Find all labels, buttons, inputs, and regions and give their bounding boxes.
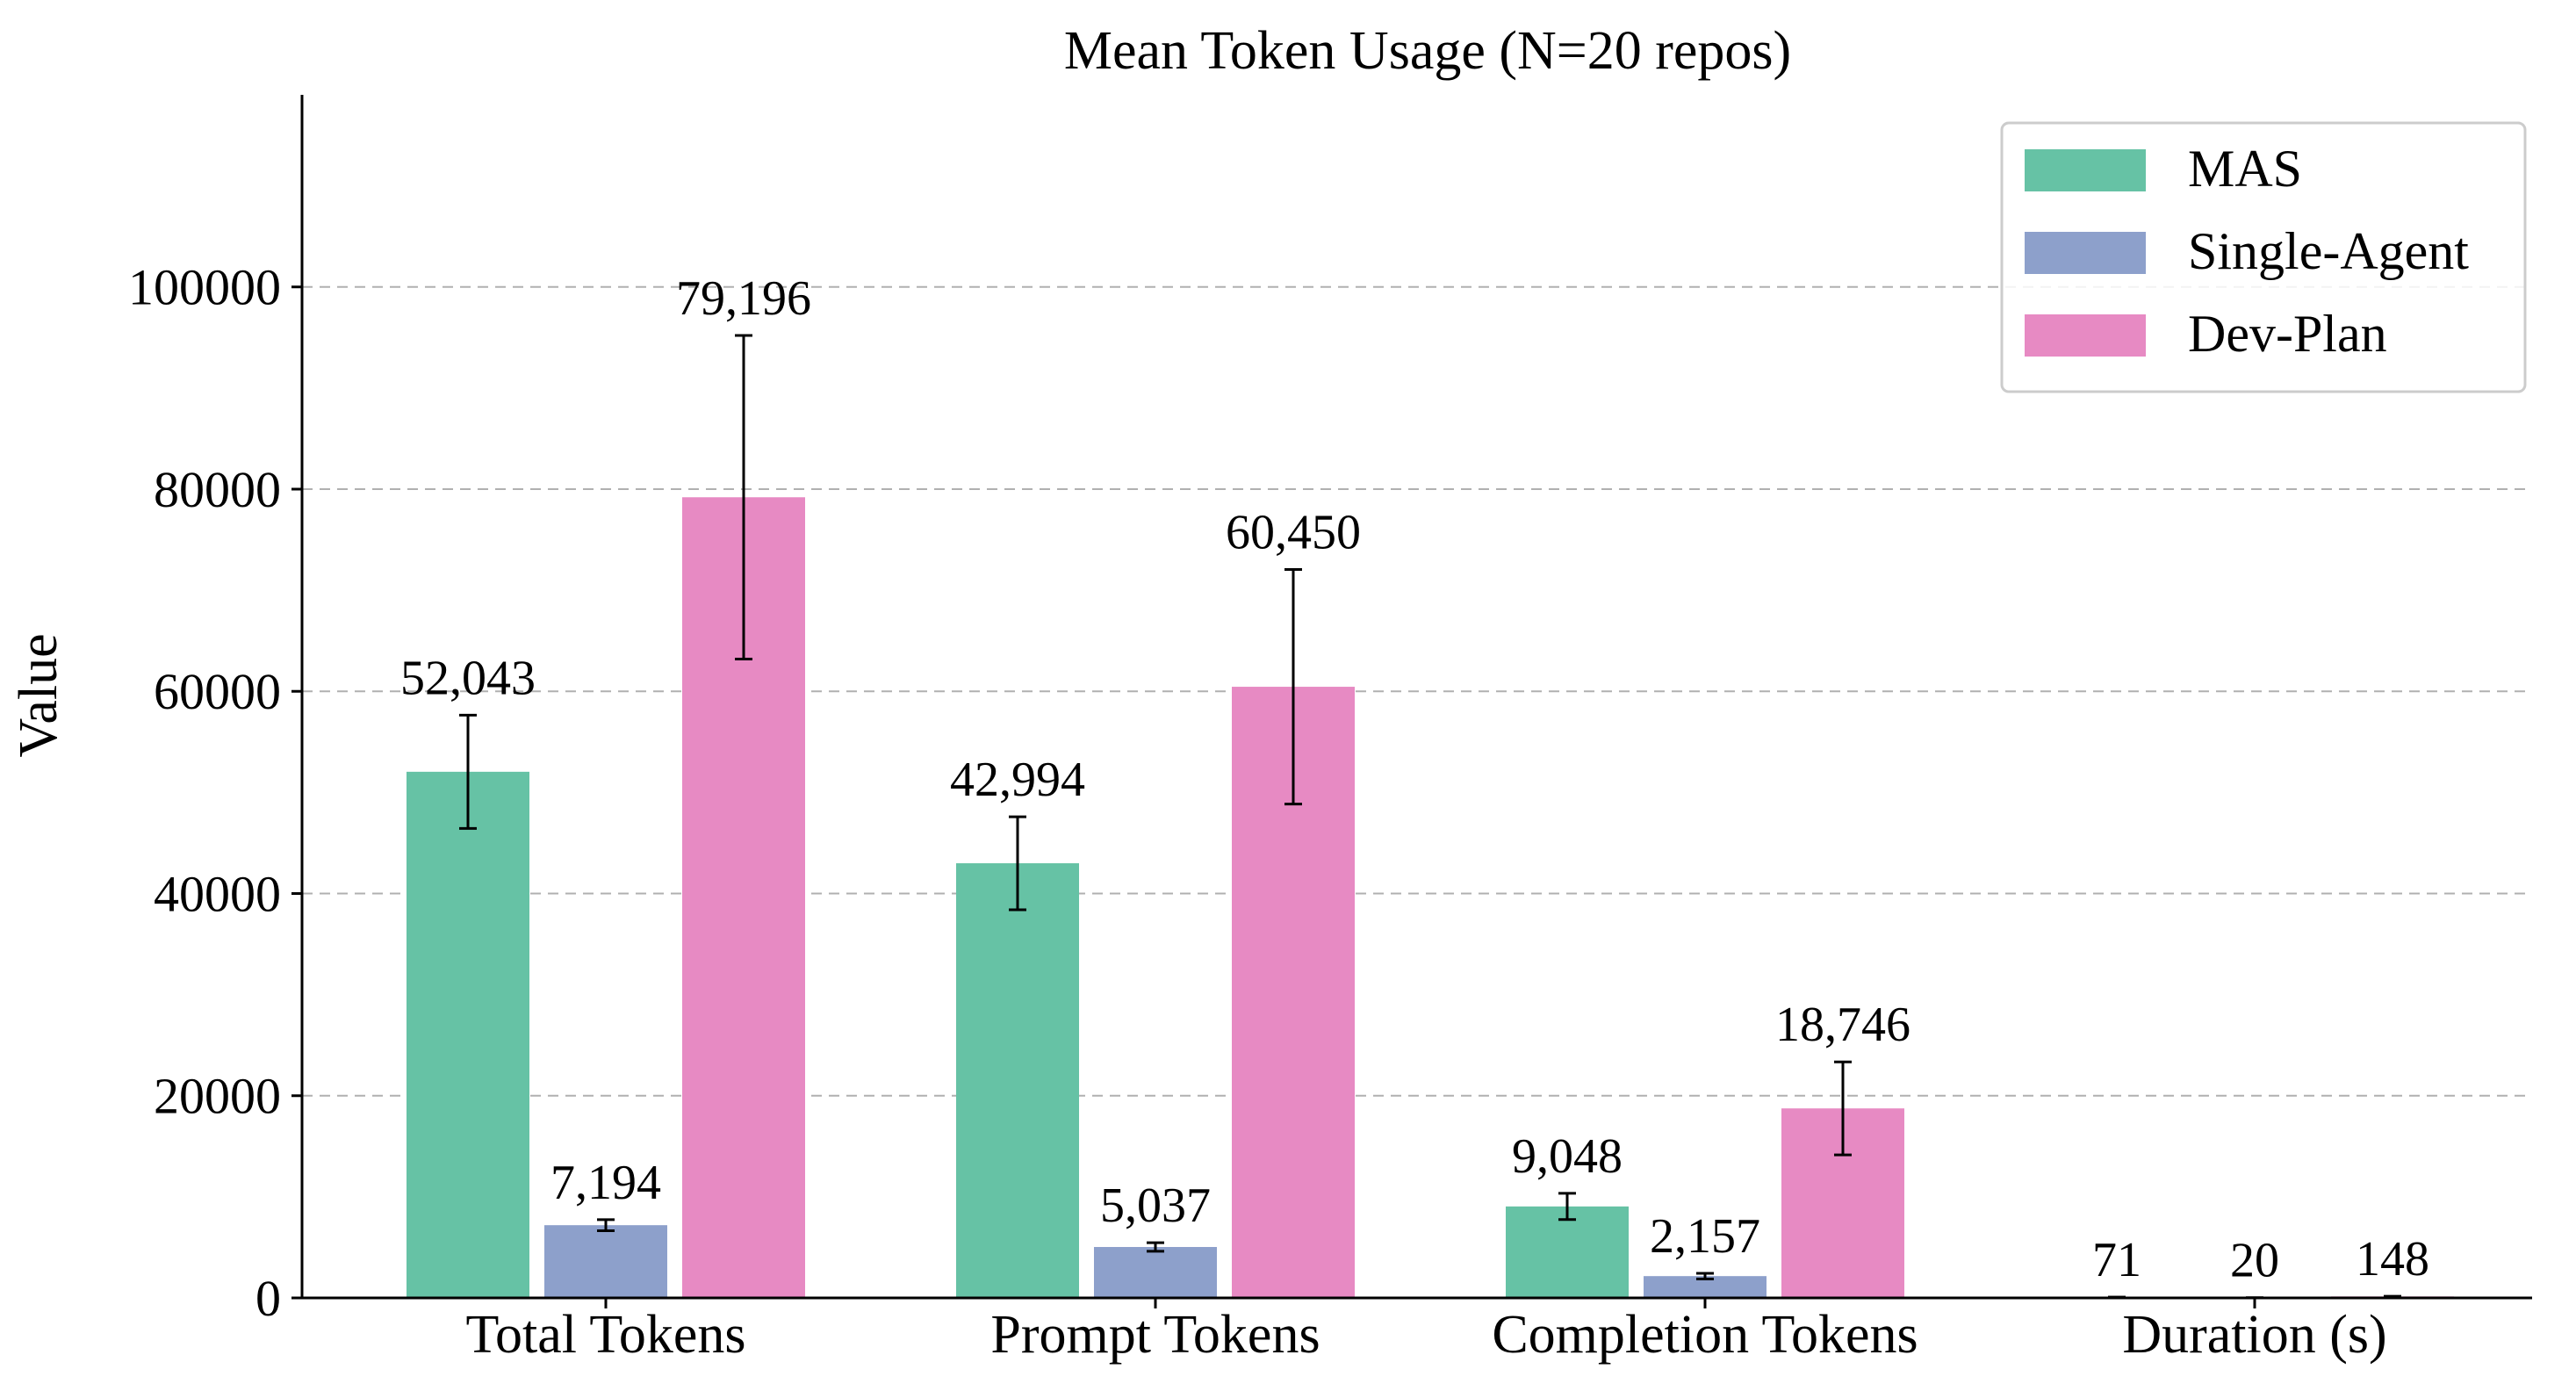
axes xyxy=(291,95,2532,1308)
y-tick-label: 60000 xyxy=(154,663,281,720)
data-label: 71 xyxy=(2092,1233,2141,1287)
y-tick-label: 20000 xyxy=(154,1068,281,1125)
legend-label: Dev-Plan xyxy=(2188,305,2387,363)
data-label: 60,450 xyxy=(1226,506,1361,560)
tick-labels: 0 20000 40000 60000 80000 100000 Total Tokens P… xyxy=(128,259,2387,1365)
chart-title: Mean Token Usage (N=20 repos) xyxy=(1064,21,1791,81)
legend-label: Single-Agent xyxy=(2188,222,2469,280)
y-tick-label: 100000 xyxy=(128,259,281,316)
data-labels: 52,043 7,194 79,196 42,994 5,037 60,450 9,048 2… xyxy=(400,271,2429,1288)
data-label: 79,196 xyxy=(676,271,811,326)
bar-single-agent xyxy=(1094,1247,1217,1298)
data-label: 52,043 xyxy=(400,651,536,705)
legend-swatch xyxy=(2025,232,2146,274)
data-label: 148 xyxy=(2356,1232,2429,1286)
legend-swatch xyxy=(2025,314,2146,357)
x-tick-label: Completion Tokens xyxy=(1492,1305,1918,1365)
legend-label: MAS xyxy=(2188,140,2302,198)
bar-mas xyxy=(1506,1206,1629,1298)
x-tick-label: Total Tokens xyxy=(465,1305,745,1365)
bar-single-agent xyxy=(544,1225,667,1298)
y-axis-label: Value xyxy=(9,633,68,757)
data-label: 5,037 xyxy=(1100,1178,1211,1233)
gridlines xyxy=(302,285,2532,1097)
data-label: 2,157 xyxy=(1650,1209,1760,1264)
data-label: 18,746 xyxy=(1775,998,1910,1052)
legend-swatch xyxy=(2025,149,2146,191)
legend: MAS Single-Agent Dev-Plan xyxy=(2000,121,2527,393)
y-tick-label: 80000 xyxy=(154,461,281,518)
data-label: 20 xyxy=(2230,1234,2279,1288)
data-label: 7,194 xyxy=(550,1156,661,1210)
y-tick-label: 0 xyxy=(255,1270,281,1327)
data-label: 42,994 xyxy=(950,753,1085,807)
x-tick-label: Duration (s) xyxy=(2122,1305,2386,1365)
bar-mas xyxy=(956,863,1079,1298)
y-tick-label: 40000 xyxy=(154,865,281,922)
data-label: 9,048 xyxy=(1512,1129,1623,1184)
bar-mas xyxy=(407,771,529,1298)
bars xyxy=(407,497,2454,1298)
x-tick-label: Prompt Tokens xyxy=(990,1305,1320,1365)
